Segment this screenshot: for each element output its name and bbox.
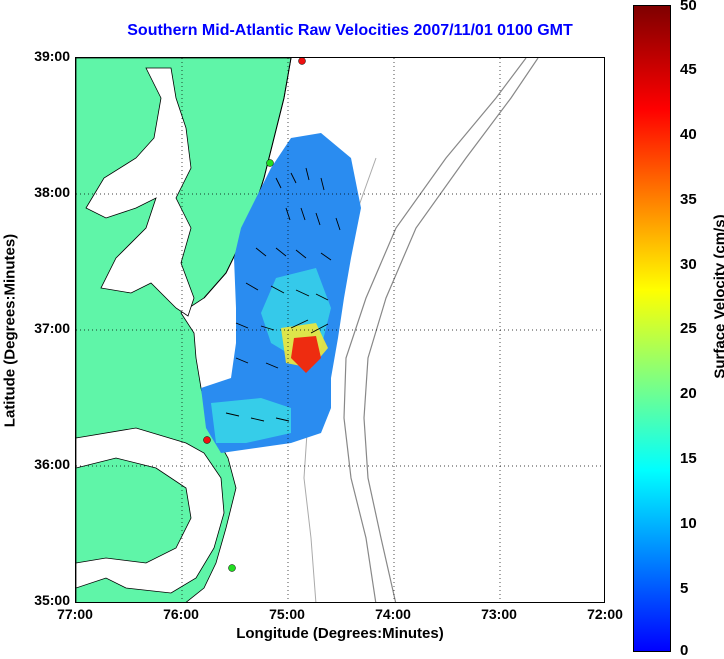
land-nc <box>76 457 192 564</box>
colorbar-tick: 20 <box>680 385 697 402</box>
barrier-coast <box>203 58 292 299</box>
colorbar-tick: 25 <box>680 320 697 337</box>
map-svg <box>76 58 604 602</box>
colorbar-tick: 10 <box>680 515 697 532</box>
y-axis-label: Latitude (Degrees:Minutes) <box>1 233 19 428</box>
station-marker-green[interactable] <box>228 564 236 572</box>
chesapeake-bay <box>85 67 195 317</box>
colorbar-tick: 35 <box>680 191 697 208</box>
colorbar-tick: 40 <box>680 126 697 143</box>
colorbar-tick: 45 <box>680 61 697 78</box>
station-marker-green[interactable] <box>266 159 274 167</box>
x-tick-label: 73:00 <box>481 606 517 622</box>
map-title: Southern Mid-Atlantic Raw Velocities 200… <box>127 22 573 39</box>
x-tick-label: 76:00 <box>163 606 199 622</box>
velocity-field-peak <box>291 336 321 373</box>
x-axis-label: Longitude (Degrees:Minutes) <box>236 625 444 642</box>
y-tick-label: 37:00 <box>34 320 70 336</box>
y-tick-label: 38:00 <box>34 184 70 200</box>
colorbar-tick: 50 <box>680 0 697 14</box>
x-tick-label: 77:00 <box>57 606 93 622</box>
velocity-arrows <box>225 167 341 422</box>
grid-lines <box>76 58 604 602</box>
colorbar-tick: 30 <box>680 256 697 273</box>
station-marker-red[interactable] <box>203 436 211 444</box>
bathymetry-contour <box>363 58 539 602</box>
colorbar <box>633 5 671 652</box>
station-marker-red[interactable] <box>298 58 306 65</box>
colorbar-label: Surface Velocity (cm/s) <box>711 214 724 379</box>
y-tick-label: 35:00 <box>34 592 70 608</box>
y-tick-label: 36:00 <box>34 456 70 472</box>
y-tick-label: 39:00 <box>34 48 70 64</box>
x-tick-label: 74:00 <box>375 606 411 622</box>
x-tick-label: 75:00 <box>269 606 305 622</box>
bathymetry-contour <box>343 58 527 602</box>
velocity-field-south <box>211 398 291 443</box>
map-plot-area <box>75 57 605 603</box>
x-tick-label: 72:00 <box>587 606 623 622</box>
colorbar-tick: 5 <box>680 580 689 597</box>
colorbar-tick: 0 <box>680 642 689 659</box>
colorbar-tick: 15 <box>680 450 697 467</box>
